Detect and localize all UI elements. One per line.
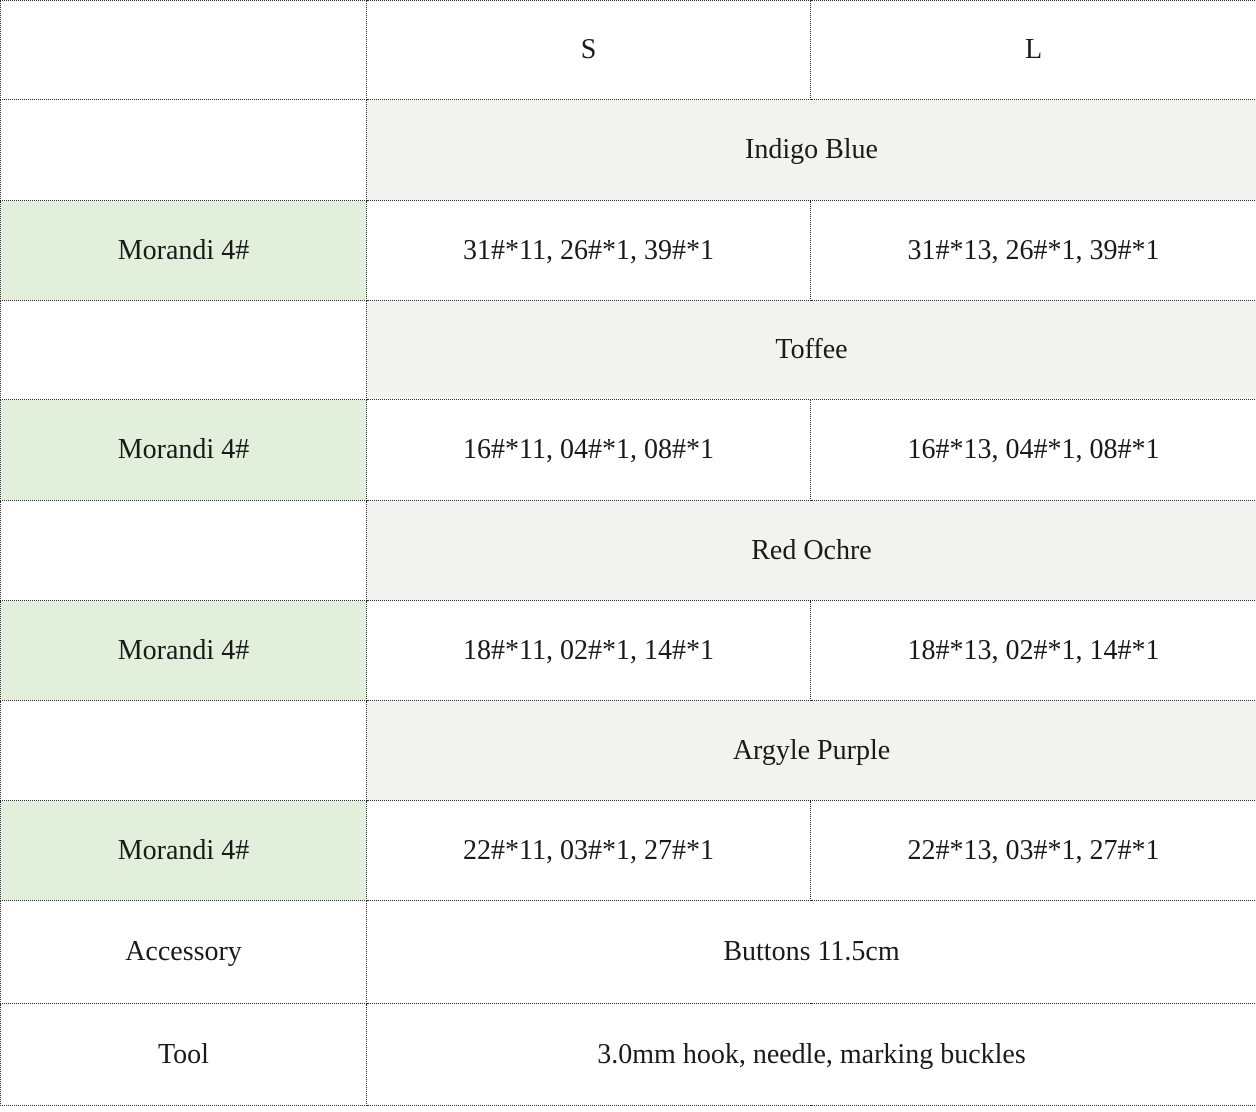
empty-cell xyxy=(0,700,367,801)
color-band: Toffee xyxy=(366,300,1256,400)
l-quantity-cell: 31#*13, 26#*1, 39#*1 xyxy=(810,200,1256,301)
size-l-header: L xyxy=(810,0,1256,100)
yarn-row: Morandi 4# 18#*11, 02#*1, 14#*1 18#*13, … xyxy=(0,600,1256,701)
s-quantity-cell: 22#*11, 03#*1, 27#*1 xyxy=(366,800,811,901)
color-band: Indigo Blue xyxy=(366,99,1256,201)
header-row: S L xyxy=(0,0,1256,100)
l-quantity-cell: 18#*13, 02#*1, 14#*1 xyxy=(810,600,1256,701)
size-s-header: S xyxy=(366,0,811,100)
tool-value: 3.0mm hook, needle, marking buckles xyxy=(366,1003,1256,1106)
accessory-label: Accessory xyxy=(0,900,367,1004)
empty-cell xyxy=(0,99,367,201)
color-band: Argyle Purple xyxy=(366,700,1256,801)
yarn-row: Morandi 4# 16#*11, 04#*1, 08#*1 16#*13, … xyxy=(0,399,1256,501)
yarn-row: Morandi 4# 22#*11, 03#*1, 27#*1 22#*13, … xyxy=(0,800,1256,901)
tool-label: Tool xyxy=(0,1003,367,1106)
accessory-row: Accessory Buttons 11.5cm xyxy=(0,900,1256,1004)
color-band-row: Argyle Purple xyxy=(0,700,1256,801)
yarn-row: Morandi 4# 31#*11, 26#*1, 39#*1 31#*13, … xyxy=(0,200,1256,301)
empty-cell xyxy=(0,300,367,400)
color-band-row: Indigo Blue xyxy=(0,99,1256,201)
l-quantity-cell: 22#*13, 03#*1, 27#*1 xyxy=(810,800,1256,901)
color-band: Red Ochre xyxy=(366,500,1256,601)
yarn-label-cell: Morandi 4# xyxy=(0,600,367,701)
l-quantity-cell: 16#*13, 04#*1, 08#*1 xyxy=(810,399,1256,501)
s-quantity-cell: 31#*11, 26#*1, 39#*1 xyxy=(366,200,811,301)
color-band-row: Toffee xyxy=(0,300,1256,400)
s-quantity-cell: 18#*11, 02#*1, 14#*1 xyxy=(366,600,811,701)
s-quantity-cell: 16#*11, 04#*1, 08#*1 xyxy=(366,399,811,501)
yarn-label-cell: Morandi 4# xyxy=(0,399,367,501)
corner-cell xyxy=(0,0,367,100)
tool-row: Tool 3.0mm hook, needle, marking buckles xyxy=(0,1003,1256,1106)
accessory-value: Buttons 11.5cm xyxy=(366,900,1256,1004)
yarn-label-cell: Morandi 4# xyxy=(0,200,367,301)
color-band-row: Red Ochre xyxy=(0,500,1256,601)
empty-cell xyxy=(0,500,367,601)
yarn-label-cell: Morandi 4# xyxy=(0,800,367,901)
